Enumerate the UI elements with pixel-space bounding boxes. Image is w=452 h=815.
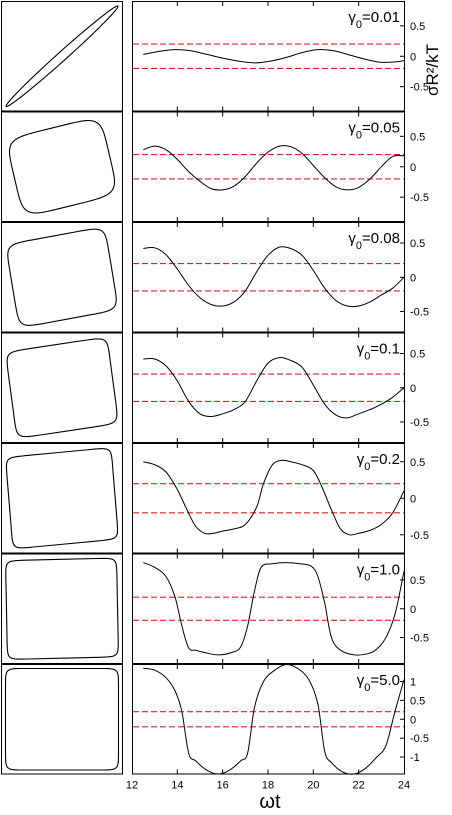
panel-label: γ0=0.01 (348, 9, 400, 31)
series-line (143, 49, 405, 64)
loop-curve (8, 119, 116, 214)
y-tick-label: 0.5 (410, 695, 425, 707)
y-tick-label: -0.5 (410, 530, 429, 542)
panel-3: 0.5 0 -0.5 γ0=0.08 (1, 222, 429, 333)
y-tick-label: 0 (410, 493, 416, 505)
panel-label: γ0=5.0 (357, 672, 400, 694)
loop-frame (1, 1, 123, 112)
loop-frame (1, 664, 123, 775)
y-tick-label: -0.5 (410, 633, 429, 645)
y-tick-label: 0.5 (410, 349, 425, 361)
series-line (143, 357, 405, 419)
loop-frame (1, 553, 123, 664)
x-tick-label: 24 (398, 780, 410, 792)
panel-7: 1 0.5 0 -0.5 -1 γ0=5.0 (1, 663, 429, 775)
loop-frame (1, 111, 123, 222)
y-tick-label: -0.5 (410, 82, 429, 94)
y-tick-label: 0.5 (410, 238, 425, 250)
panel-5: 0.5 0 -0.5 γ0=0.2 (1, 443, 429, 554)
series-line (143, 562, 405, 656)
loop-curve (7, 228, 117, 326)
y-tick-label: 0 (410, 383, 416, 395)
y-tick-label: 0 (410, 714, 416, 726)
y-tick-label: -1 (410, 752, 420, 764)
y-axis-title: σR²/kT (423, 44, 442, 96)
x-tick-label: 18 (262, 780, 274, 792)
series-line (143, 663, 405, 775)
y-tick-label: 0.5 (410, 131, 425, 143)
x-axis: 12 14 16 18 20 22 24 (126, 780, 410, 792)
y-tick-label: 0.5 (410, 21, 425, 33)
loop-frame (1, 443, 123, 554)
x-tick-label: 12 (126, 780, 138, 792)
y-tick-label: 1 (410, 676, 416, 688)
x-tick-label: 20 (307, 780, 319, 792)
panel-label: γ0=0.08 (348, 230, 400, 252)
y-tick-label: -0.5 (410, 306, 429, 318)
loop-curve (4, 667, 120, 771)
y-tick-label: 0 (410, 272, 416, 284)
y-tick-label: -0.5 (410, 192, 429, 204)
panel-label: γ0=0.05 (348, 120, 400, 142)
y-tick-label: 0.5 (410, 457, 425, 469)
panels: 0.5 0 -0.5 γ0=0.01 0.5 0 -0.5 γ0=0.05 0.5 0 -0.5 γ0… (1, 1, 429, 775)
y-tick-label: 0 (410, 51, 416, 63)
y-tick-label: 0 (410, 604, 416, 616)
loop-curve (5, 5, 119, 108)
x-tick-label: 14 (171, 780, 183, 792)
series-line (143, 145, 405, 191)
panel-6: 0.5 0 -0.5 γ0=1.0 (1, 553, 429, 664)
series-line (143, 459, 405, 536)
y-tick-label: 0.5 (410, 575, 425, 587)
loop-curve (6, 338, 118, 438)
y-tick-label: 0 (410, 162, 416, 174)
loop-curve (5, 557, 119, 660)
panel-label: γ0=0.2 (357, 451, 400, 473)
loop-frame (1, 222, 123, 333)
x-tick-label: 22 (353, 780, 365, 792)
y-tick-label: -0.5 (410, 417, 429, 429)
panel-label: γ0=0.1 (357, 341, 400, 363)
panel-1: 0.5 0 -0.5 γ0=0.01 (1, 1, 429, 112)
x-axis-title: ωt (259, 791, 281, 813)
panel-4: 0.5 0 -0.5 γ0=0.1 (1, 332, 429, 443)
panel-2: 0.5 0 -0.5 γ0=0.05 (1, 111, 429, 222)
loop-frame (1, 332, 123, 443)
x-tick-label: 16 (217, 780, 229, 792)
y-tick-label: -0.5 (410, 733, 429, 745)
series-line (143, 246, 405, 308)
panel-label: γ0=1.0 (357, 562, 400, 584)
loop-curve (5, 448, 119, 549)
